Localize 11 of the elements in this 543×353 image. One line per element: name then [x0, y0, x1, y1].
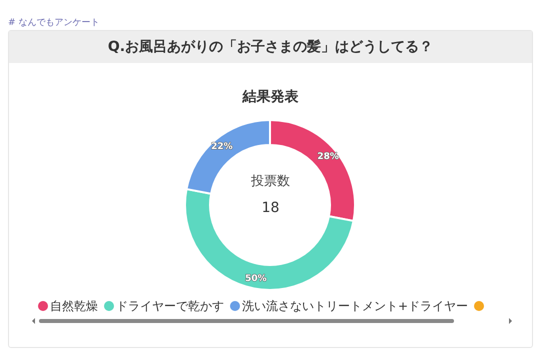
chart-subtitle: 結果発表: [242, 89, 300, 105]
legend-label: ドライヤーで乾かす: [116, 298, 224, 314]
text: 18: [262, 200, 280, 216]
data-label: 22%: [211, 142, 233, 152]
text: # なんでもアンケート: [8, 17, 100, 29]
text: 投票数: [250, 174, 290, 189]
data-label: 28%: [317, 152, 339, 162]
data-label: 50%: [245, 274, 267, 284]
chart-title: Q.お風呂あがりの「お子さまの髪」はどうしてる？: [9, 31, 532, 63]
legend-label: 自然乾燥: [50, 298, 98, 314]
legend-label: 洗い流さないトリートメント+ドライヤー: [242, 298, 468, 314]
